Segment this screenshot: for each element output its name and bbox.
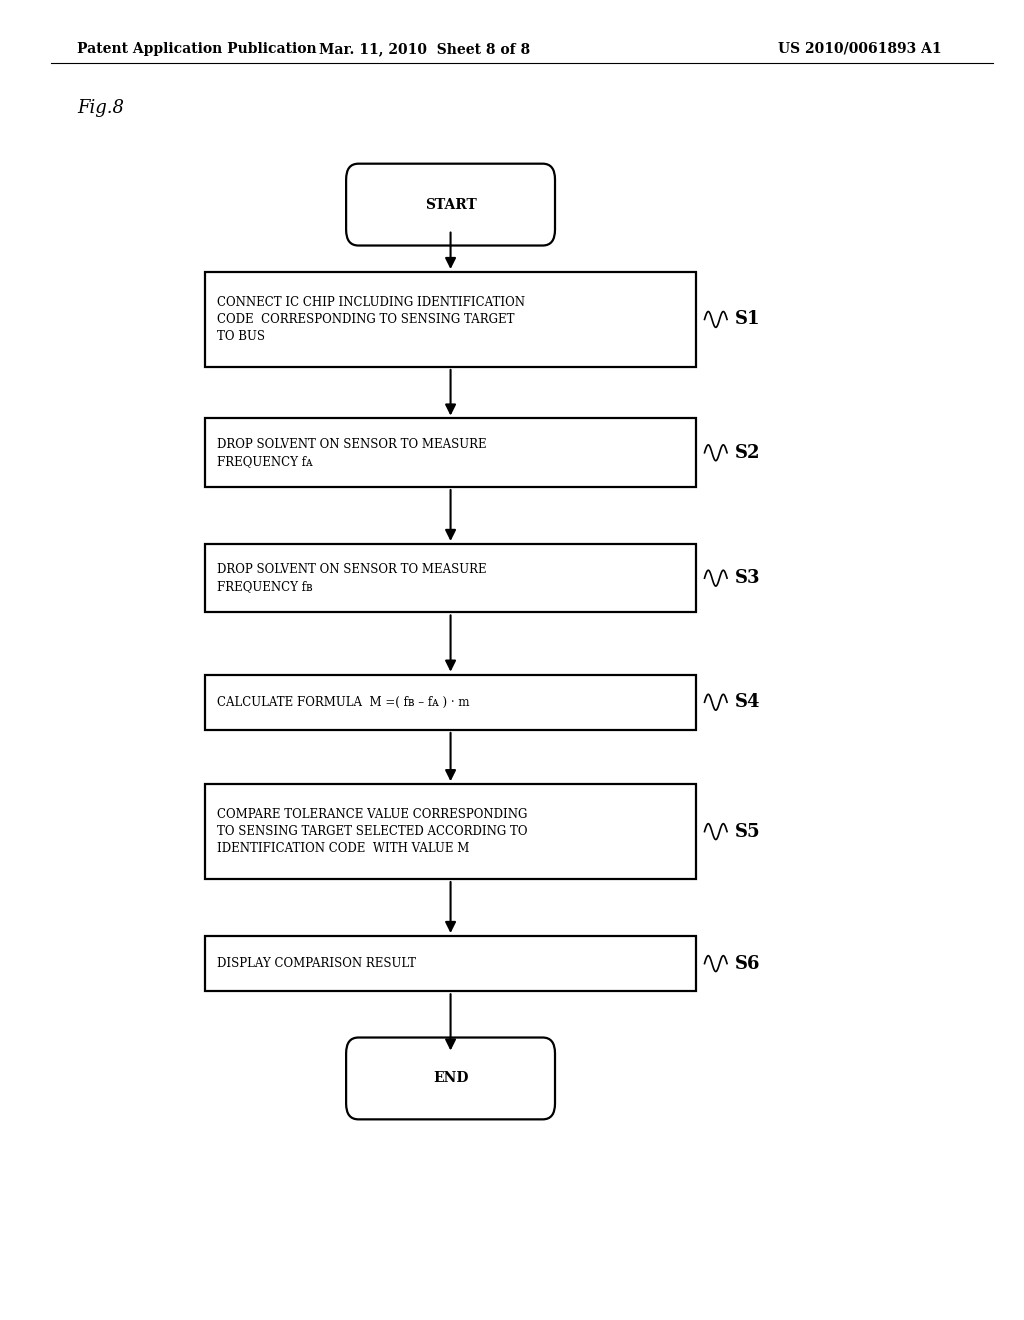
Text: US 2010/0061893 A1: US 2010/0061893 A1	[778, 42, 942, 55]
Bar	[205, 936, 696, 991]
FancyBboxPatch shape	[346, 1038, 555, 1119]
Text: START: START	[425, 198, 476, 211]
Text: S3: S3	[735, 569, 761, 587]
FancyBboxPatch shape	[346, 164, 555, 246]
Text: CALCULATE FORMULA  M =( fʙ – fᴀ ) · m: CALCULATE FORMULA M =( fʙ – fᴀ ) · m	[217, 696, 470, 709]
Bar	[205, 418, 696, 487]
Text: CONNECT IC CHIP INCLUDING IDENTIFICATION
CODE  CORRESPONDING TO SENSING TARGET
T: CONNECT IC CHIP INCLUDING IDENTIFICATION…	[217, 296, 525, 343]
Text: DISPLAY COMPARISON RESULT: DISPLAY COMPARISON RESULT	[217, 957, 416, 970]
Bar	[205, 544, 696, 612]
Text: Patent Application Publication: Patent Application Publication	[77, 42, 316, 55]
Text: DROP SOLVENT ON SENSOR TO MEASURE
FREQUENCY fʙ: DROP SOLVENT ON SENSOR TO MEASURE FREQUE…	[217, 564, 486, 593]
Text: Fig.8: Fig.8	[77, 99, 124, 117]
Text: DROP SOLVENT ON SENSOR TO MEASURE
FREQUENCY fᴀ: DROP SOLVENT ON SENSOR TO MEASURE FREQUE…	[217, 438, 486, 467]
Bar	[205, 272, 696, 367]
Text: COMPARE TOLERANCE VALUE CORRESPONDING
TO SENSING TARGET SELECTED ACCORDING TO
ID: COMPARE TOLERANCE VALUE CORRESPONDING TO…	[217, 808, 527, 855]
Text: END: END	[433, 1072, 468, 1085]
Text: S2: S2	[735, 444, 761, 462]
Text: S4: S4	[735, 693, 761, 711]
Text: S6: S6	[735, 954, 761, 973]
Bar	[205, 675, 696, 730]
Text: S1: S1	[735, 310, 761, 329]
Text: S5: S5	[735, 822, 761, 841]
Bar	[205, 784, 696, 879]
Text: Mar. 11, 2010  Sheet 8 of 8: Mar. 11, 2010 Sheet 8 of 8	[319, 42, 530, 55]
